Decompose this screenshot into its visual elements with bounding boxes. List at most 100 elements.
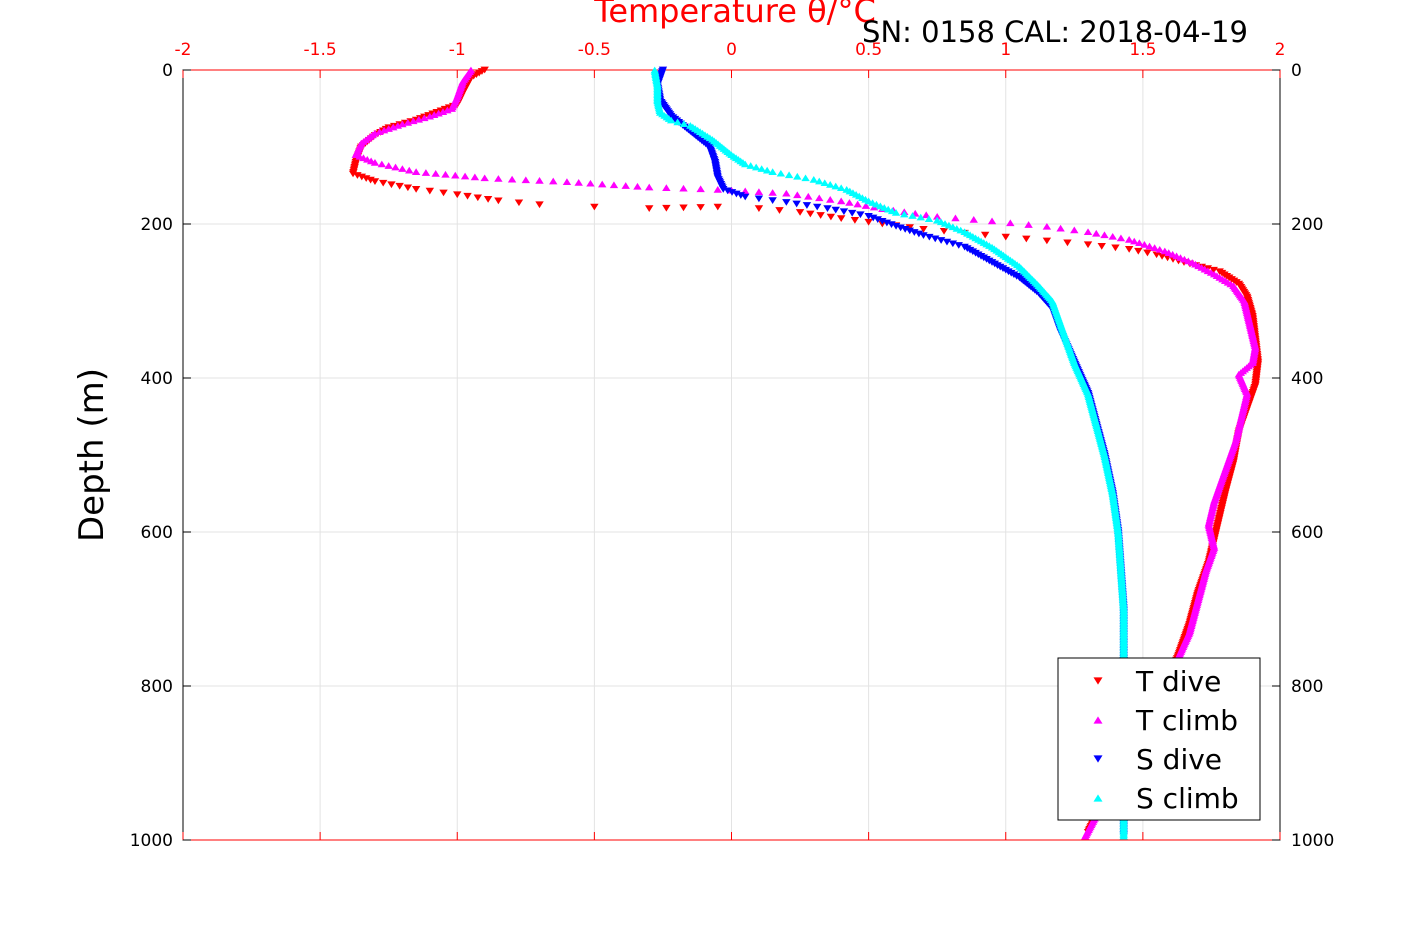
data-point	[679, 184, 688, 192]
data-point	[741, 193, 750, 201]
data-point	[1134, 247, 1143, 255]
data-point	[802, 202, 812, 209]
data-point	[757, 165, 766, 172]
data-point	[861, 202, 871, 209]
data-point	[403, 184, 413, 192]
data-point	[853, 200, 862, 208]
legend-box	[1057, 657, 1261, 821]
data-point	[420, 114, 429, 122]
data-point	[980, 231, 990, 239]
y-tick-label-right: 600	[1291, 523, 1323, 543]
y-axis-label: Depth (m)	[72, 368, 112, 542]
data-point	[951, 214, 960, 222]
data-point	[801, 174, 810, 182]
data-point	[1042, 222, 1052, 230]
data-point	[847, 209, 857, 217]
data-point	[379, 179, 388, 187]
data-point	[775, 207, 784, 214]
data-point	[679, 204, 688, 212]
data-point	[425, 187, 435, 195]
data-point	[792, 200, 801, 208]
data-point	[574, 179, 583, 186]
data-point	[1111, 244, 1120, 252]
x-tick-label: -1.5	[304, 40, 337, 60]
data-point	[405, 166, 414, 174]
data-point	[1056, 224, 1065, 232]
data-point	[521, 176, 531, 184]
data-point	[809, 175, 818, 183]
data-point	[370, 159, 380, 166]
data-point	[831, 182, 840, 190]
series-s-dive	[653, 66, 1128, 840]
data-point	[666, 116, 676, 124]
data-point	[590, 203, 599, 211]
data-point	[514, 199, 524, 207]
data-point	[924, 215, 934, 222]
data-point	[816, 212, 825, 219]
data-point	[535, 201, 544, 209]
data-point	[1022, 235, 1031, 243]
data-point	[1116, 234, 1126, 242]
x-tick-label: -1	[449, 40, 466, 60]
data-point	[609, 181, 619, 189]
data-point	[1140, 240, 1149, 248]
data-point	[379, 126, 389, 134]
data-point	[713, 185, 722, 193]
data-point	[793, 191, 802, 199]
data-point	[370, 178, 380, 186]
data-point	[762, 166, 772, 174]
data-point	[1150, 244, 1159, 252]
data-point	[494, 175, 503, 182]
x-tick-label: -2	[175, 40, 192, 60]
data-point	[1001, 233, 1010, 241]
data-point	[425, 112, 435, 120]
data-point	[431, 170, 440, 177]
data-point	[831, 206, 840, 214]
data-point	[768, 197, 777, 205]
y-tick-label-right: 1000	[1291, 831, 1334, 851]
data-point	[1070, 226, 1079, 234]
data-point	[480, 174, 489, 182]
data-point	[473, 194, 483, 202]
legend-label: T dive	[1135, 665, 1221, 698]
data-point	[856, 211, 865, 219]
y-tick-label-right: 400	[1291, 369, 1323, 389]
data-point	[387, 181, 396, 189]
legend-label: S climb	[1136, 782, 1239, 815]
data-point	[826, 180, 835, 188]
data-point	[1097, 242, 1106, 250]
data-point	[439, 189, 448, 197]
chart-title: Temperature θ/°C	[593, 0, 876, 30]
data-point	[393, 122, 403, 129]
data-point	[633, 182, 642, 190]
data-point	[411, 185, 421, 193]
data-point	[823, 205, 832, 212]
data-point	[384, 162, 393, 169]
data-point	[815, 194, 824, 202]
data-point	[662, 204, 671, 212]
data-point	[384, 125, 393, 132]
data-point	[673, 118, 682, 126]
data-point	[389, 123, 398, 131]
legend: T dive T climb S dive S climb	[1057, 657, 1261, 821]
data-point	[713, 203, 722, 211]
data-point	[1024, 221, 1033, 228]
data-point	[1124, 246, 1134, 253]
y-tick-label-left: 600	[141, 523, 173, 543]
data-point	[1006, 219, 1015, 227]
data-point	[768, 168, 777, 175]
data-point	[804, 192, 813, 200]
data-point	[453, 191, 462, 199]
data-point	[645, 183, 654, 191]
y-tick-label-left: 0	[162, 61, 173, 81]
data-point	[621, 182, 630, 189]
data-point	[434, 109, 443, 117]
data-point	[826, 196, 835, 203]
legend-label: S dive	[1136, 743, 1222, 776]
data-point	[391, 163, 400, 171]
data-point	[784, 171, 794, 179]
data-point	[741, 160, 750, 168]
legend-marker	[1093, 677, 1103, 685]
